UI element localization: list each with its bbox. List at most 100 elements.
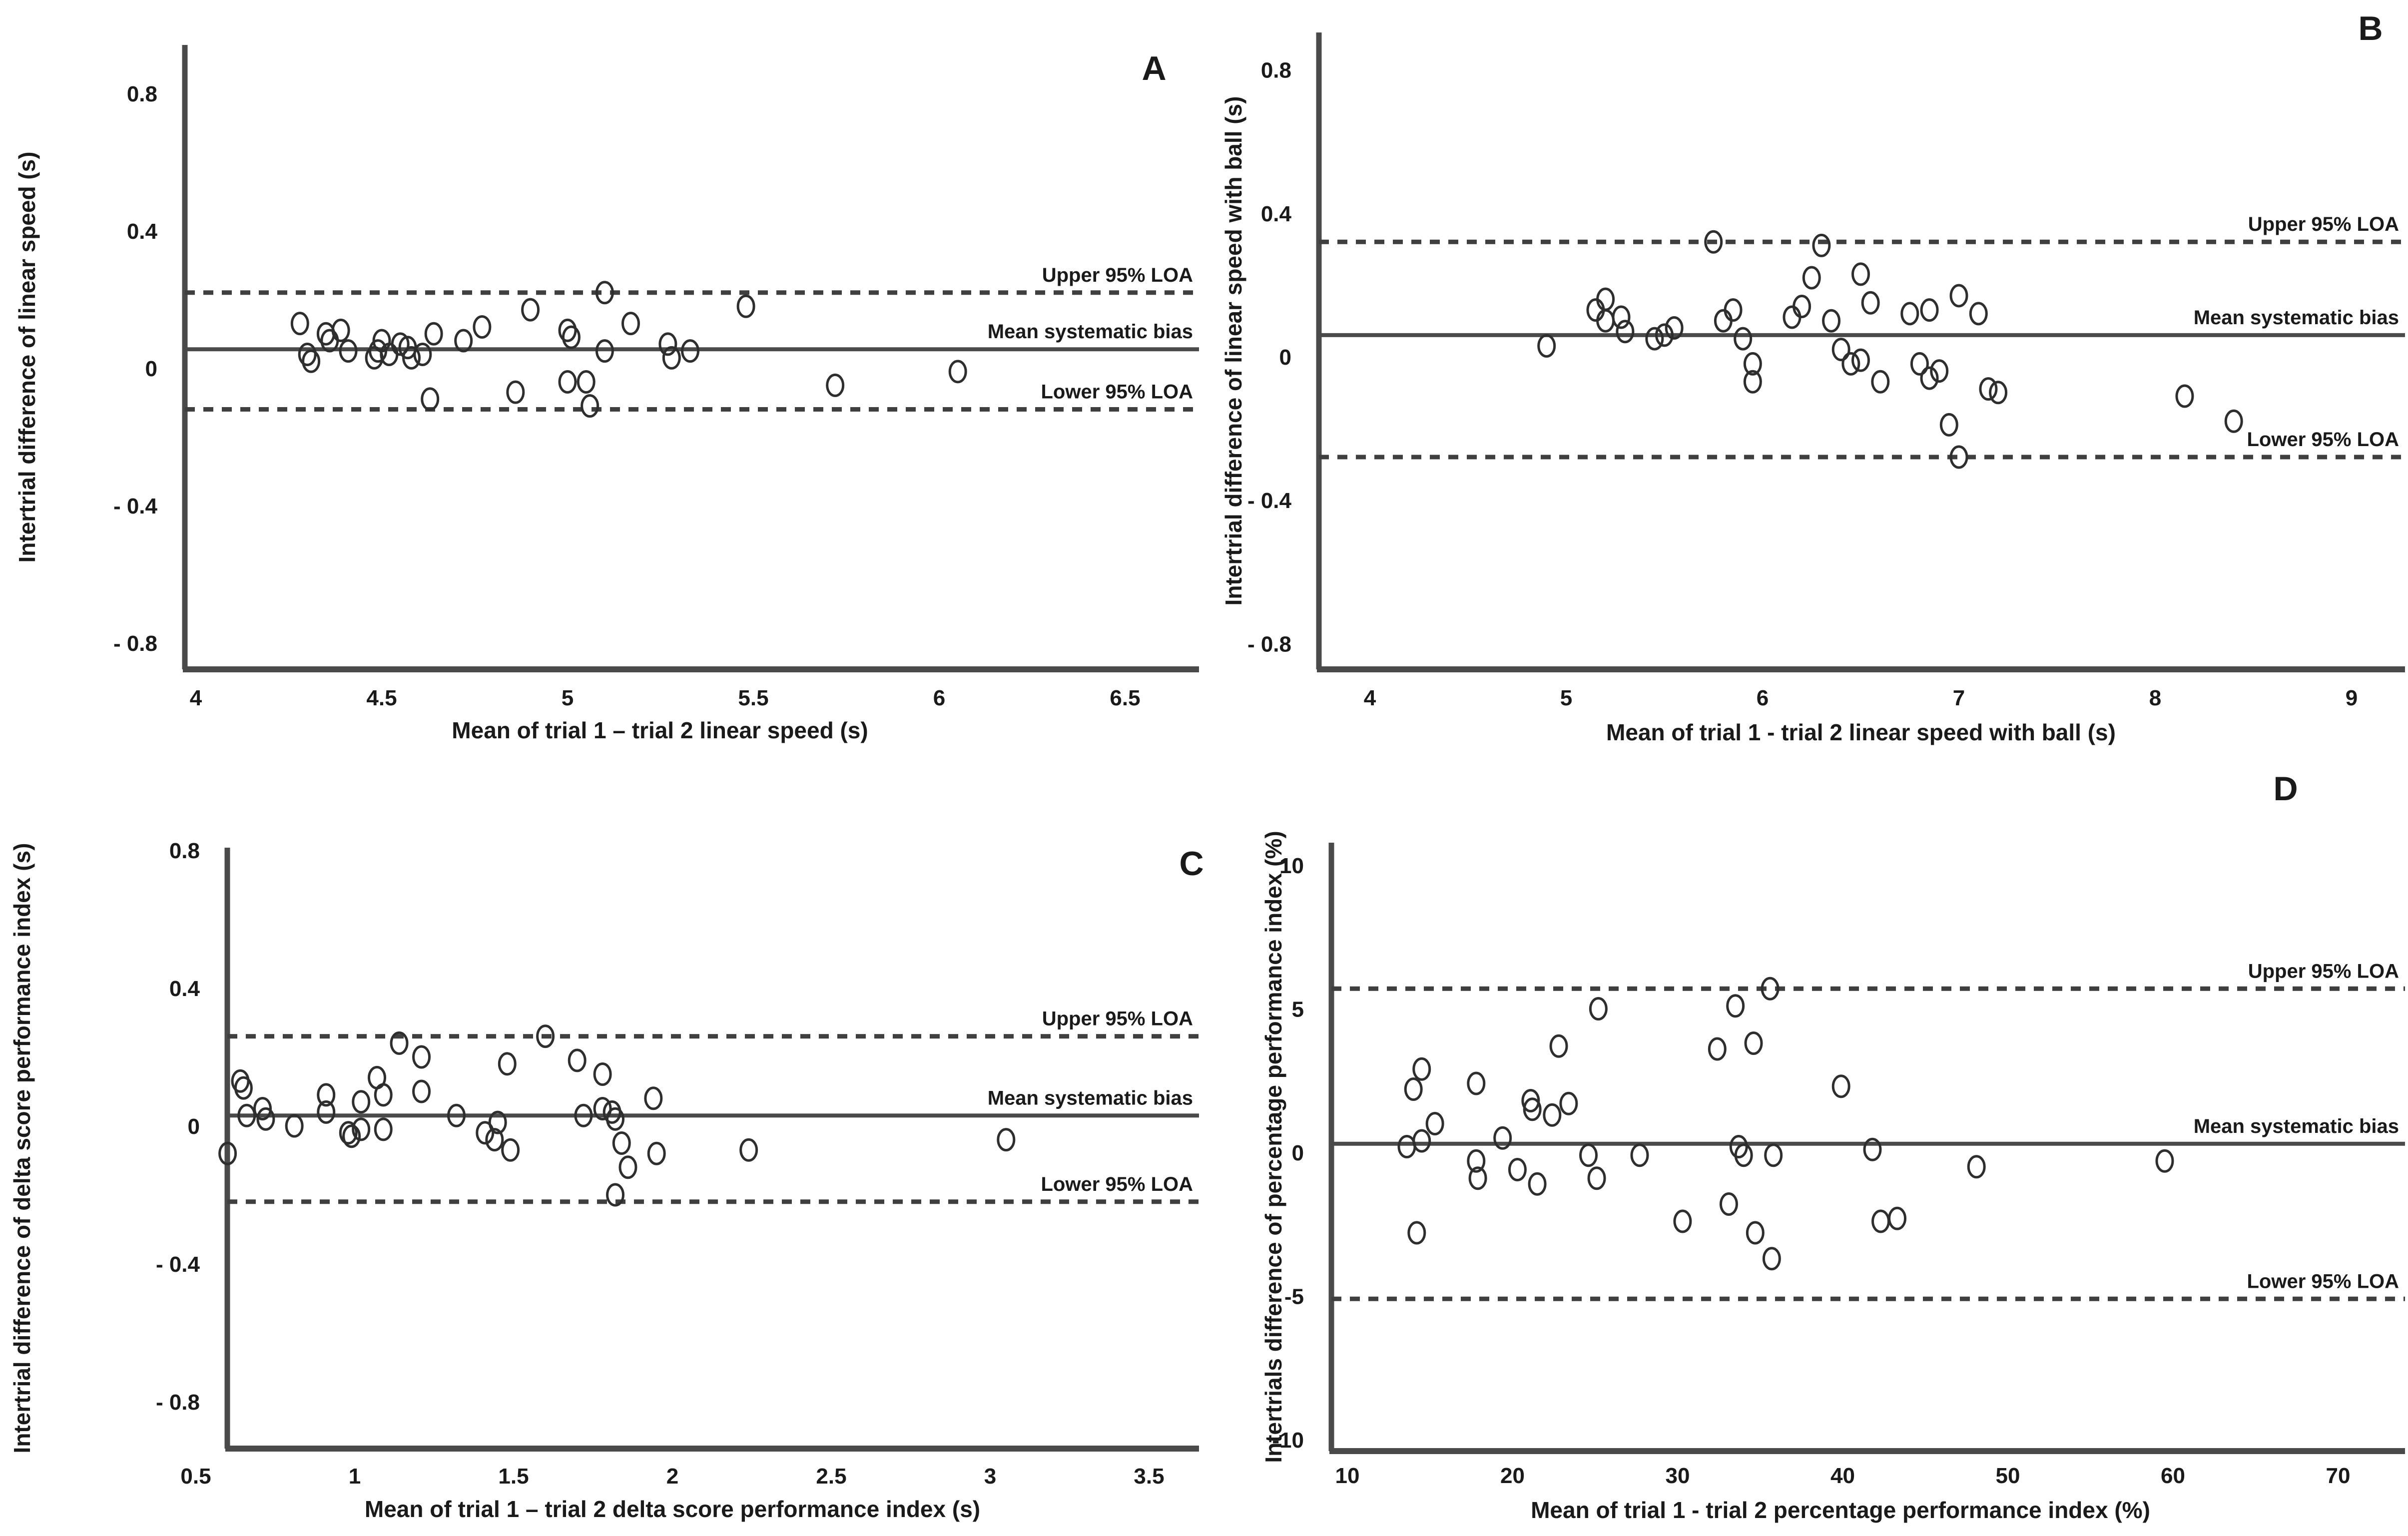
x-tick-label: 0.5 — [180, 1464, 211, 1489]
data-point — [581, 394, 600, 418]
data-point — [1630, 1143, 1649, 1167]
mean-bias-label: Mean systematic bias — [988, 321, 1193, 343]
data-point — [454, 329, 473, 353]
data-point — [218, 1141, 237, 1165]
data-point — [948, 360, 967, 384]
data-point — [1508, 1158, 1527, 1181]
data-point — [1467, 1071, 1486, 1095]
data-point — [826, 373, 845, 397]
data-point — [412, 1045, 431, 1069]
data-point — [1861, 291, 1880, 315]
y-tick-label: 0.4 — [127, 219, 158, 244]
upper-loa-label: Upper 95% LOA — [1042, 1008, 1193, 1030]
data-point — [662, 346, 681, 370]
data-point — [317, 1083, 336, 1107]
data-point — [2155, 1149, 2174, 1173]
x-tick-label: 70 — [2326, 1464, 2351, 1488]
data-point — [339, 1121, 358, 1145]
data-point — [1596, 287, 1615, 311]
x-tick-label: 9 — [2346, 686, 2358, 710]
data-point — [290, 312, 309, 336]
data-point — [1468, 1166, 1487, 1190]
data-point — [595, 339, 614, 363]
data-point — [374, 1117, 393, 1141]
y-tick-label: -5 — [1284, 1285, 1304, 1309]
data-point — [424, 322, 443, 346]
data-point — [1939, 413, 1958, 437]
data-point — [2224, 409, 2243, 433]
data-point — [1989, 381, 2008, 405]
data-point — [1587, 1166, 1606, 1190]
data-point — [391, 332, 410, 356]
x-tick-label: 3 — [984, 1464, 996, 1489]
data-point — [1910, 352, 1929, 376]
data-point — [1979, 377, 1998, 401]
y-tick-label: -10 — [1272, 1428, 1304, 1453]
mean-bias-label: Mean systematic bias — [2194, 1115, 2399, 1137]
x-tick-label: 50 — [1996, 1464, 2020, 1488]
data-point — [612, 1131, 631, 1155]
mean-bias-label: Mean systematic bias — [988, 1087, 1193, 1109]
data-point — [1708, 1037, 1727, 1061]
x-tick-label: 1 — [349, 1464, 361, 1489]
data-point — [1793, 294, 1811, 318]
data-point — [412, 1079, 431, 1103]
x-tick-label: 20 — [1500, 1464, 1525, 1488]
data-point — [574, 1103, 593, 1127]
x-tick-label: 6 — [1757, 686, 1769, 710]
data-point — [1724, 298, 1743, 322]
panel-b-linear-speed-with-ball: Upper 95% LOA Mean systematic bias Lower 9… — [1220, 9, 2405, 745]
data-point — [1841, 352, 1860, 376]
data-point — [476, 1121, 495, 1145]
data-point — [1746, 1221, 1765, 1245]
upper-loa-label: Upper 95% LOA — [2248, 213, 2399, 235]
data-point — [1586, 298, 1605, 322]
data-point — [1734, 327, 1753, 351]
data-point — [593, 1062, 612, 1086]
data-point — [1549, 1034, 1568, 1058]
y-tick-label: 0 — [1292, 1141, 1304, 1165]
x-tick-label: 60 — [2161, 1464, 2185, 1488]
y-tick-label: 0.8 — [1261, 58, 1291, 83]
panel-letter: C — [1179, 845, 1204, 883]
y-tick-label: 5 — [1292, 998, 1304, 1022]
lower-loa-label: Lower 95% LOA — [2247, 1270, 2399, 1292]
data-point — [1764, 1143, 1783, 1167]
data-point — [739, 1138, 758, 1162]
panel-c-delta-score-performance-index: Upper 95% LOA Mean systematic bias Lower 9… — [9, 839, 1204, 1522]
x-tick-label: 5 — [1560, 686, 1572, 710]
x-axis-title: Mean of trial 1 - trial 2 linear speed w… — [1606, 719, 2116, 745]
data-point — [536, 1024, 555, 1048]
y-axis-title: Intertrial difference of linear speed wi… — [1220, 96, 1246, 606]
data-point — [339, 339, 358, 363]
y-axis-title: Intertrial difference of linear speed (s… — [14, 151, 40, 562]
data-point — [606, 1107, 625, 1131]
data-point — [298, 343, 317, 366]
data-point — [521, 298, 540, 322]
data-point — [1831, 1074, 1850, 1098]
x-tick-label: 4 — [190, 686, 202, 710]
x-tick-label: 5 — [562, 686, 574, 710]
y-tick-label: - 0.4 — [113, 494, 158, 518]
x-tick-label: 2 — [666, 1464, 678, 1489]
data-point — [1589, 997, 1608, 1021]
data-point — [1407, 1221, 1426, 1245]
x-tick-label: 8 — [2149, 686, 2161, 710]
data-point — [1822, 309, 1841, 333]
data-point — [1673, 1209, 1692, 1233]
data-point — [1920, 366, 1939, 390]
data-point — [1949, 284, 1968, 308]
data-point — [317, 1100, 336, 1124]
data-point — [568, 1048, 587, 1072]
data-point — [390, 1031, 409, 1055]
data-point — [1412, 1129, 1431, 1153]
y-tick-label: 0.4 — [1261, 202, 1292, 226]
panel-a-linear-speed: Upper 95% LOA Mean systematic bias Lower 9… — [14, 45, 1199, 743]
y-tick-label: - 0.8 — [156, 1390, 200, 1415]
data-point — [1812, 233, 1831, 257]
data-point — [558, 370, 577, 394]
y-tick-label: 0 — [188, 1114, 200, 1139]
lower-loa-label: Lower 95% LOA — [2247, 429, 2399, 451]
data-point — [1543, 1103, 1562, 1127]
